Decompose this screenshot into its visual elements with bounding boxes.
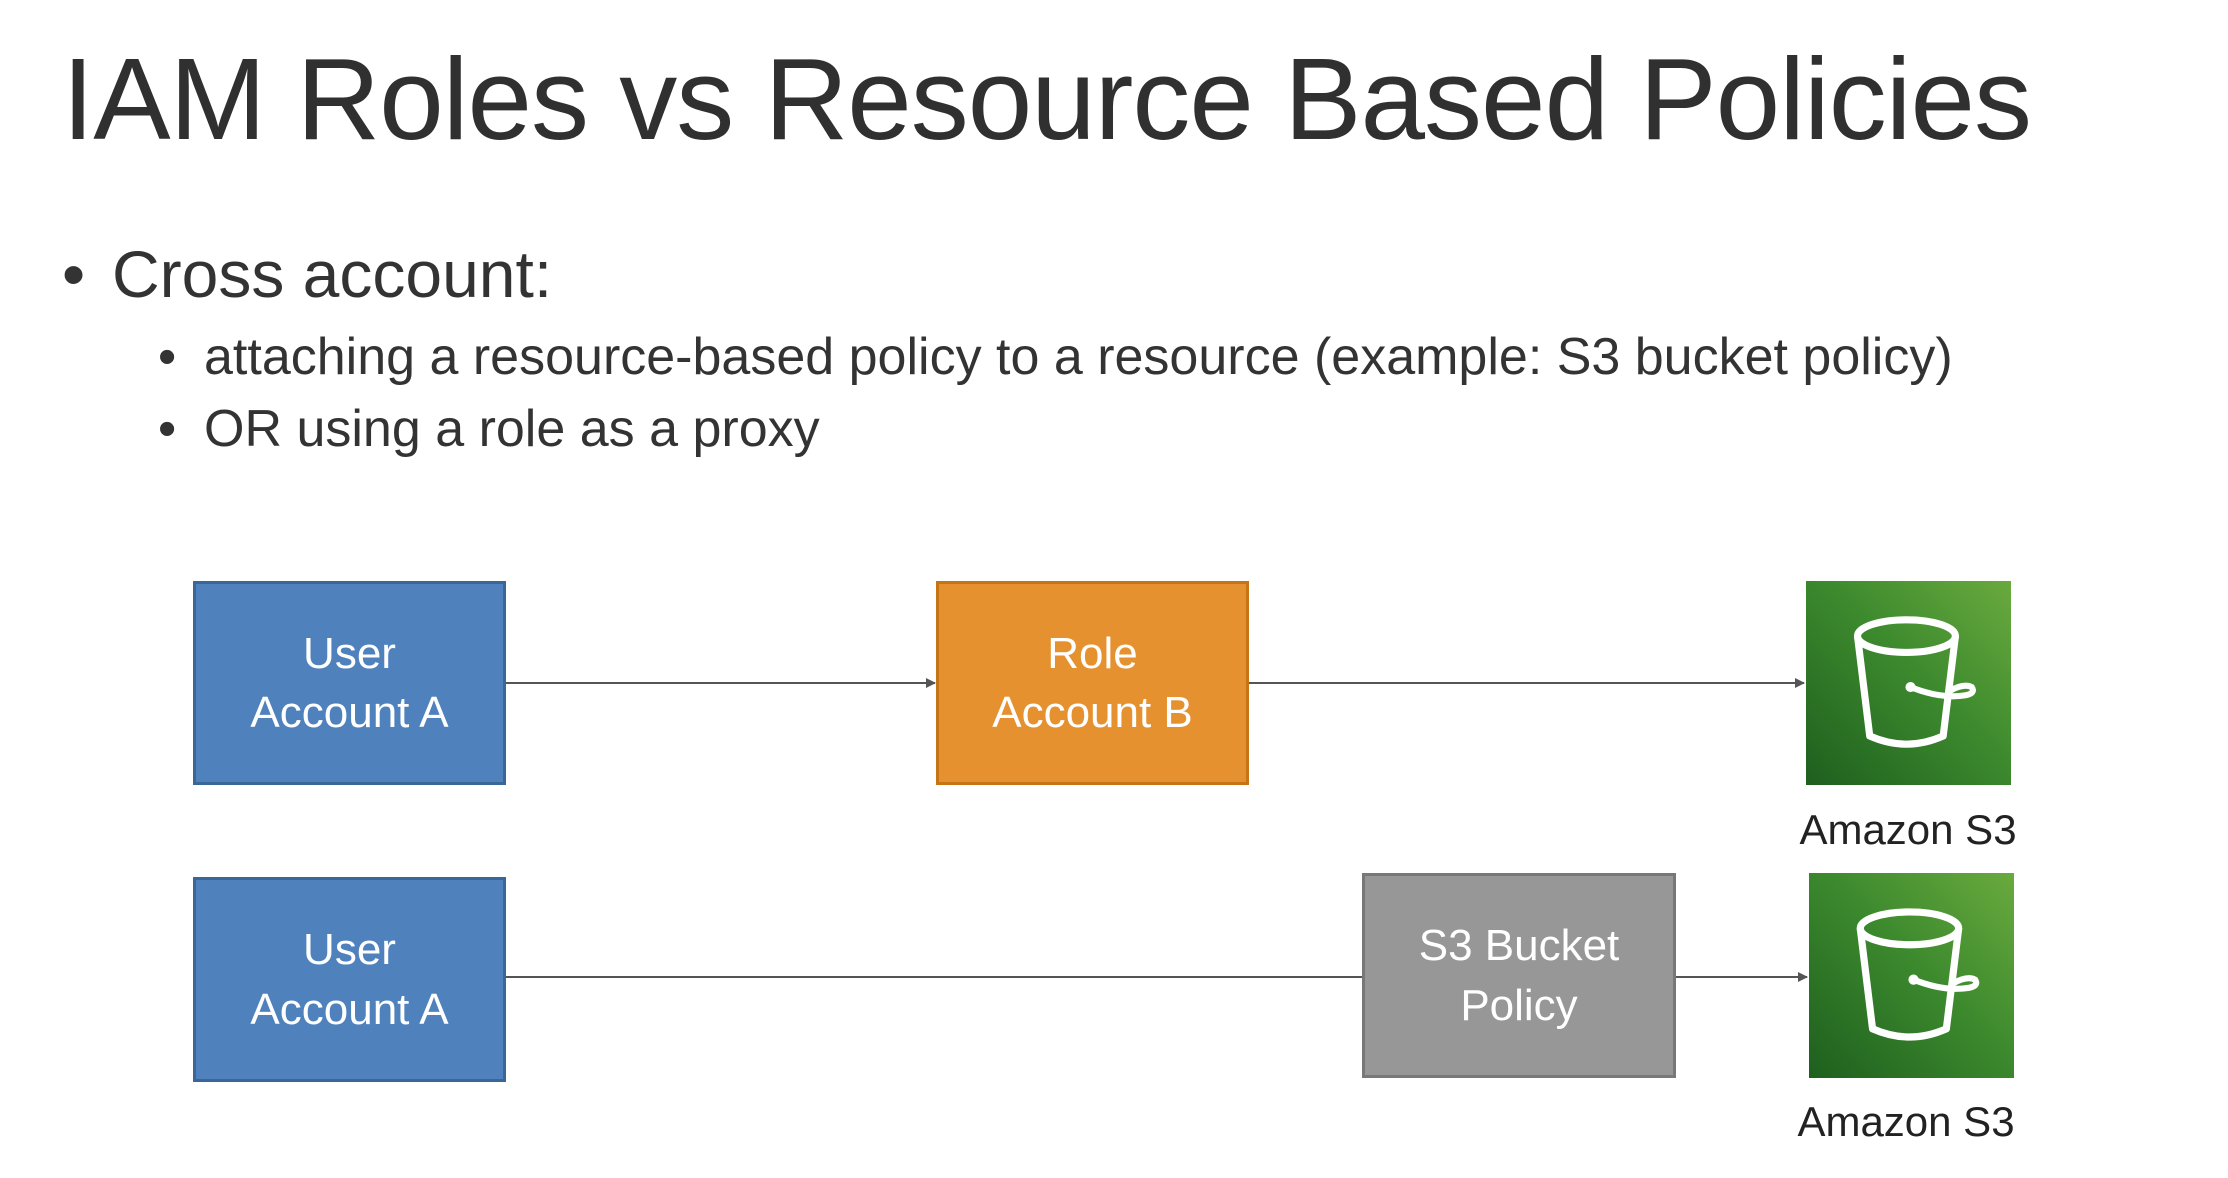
user-account-a-box-row1: User Account A	[193, 581, 506, 785]
s3-bucket-policy-box: S3 Bucket Policy	[1362, 873, 1676, 1078]
bullet-list: Cross account: attaching a resource-base…	[62, 235, 1953, 466]
role-account-b-box: Role Account B	[936, 581, 1249, 785]
role-account-b-line2: Account B	[992, 688, 1193, 737]
bullet-cross-account-text: Cross account:	[112, 237, 553, 311]
user-account-a-line1: User	[303, 925, 396, 975]
s3-bucket-icon	[1806, 581, 2011, 785]
sub-bullet-list: attaching a resource-based policy to a r…	[62, 322, 1953, 466]
sub-bullet-container: attaching a resource-based policy to a r…	[62, 322, 1953, 466]
amazon-s3-label-row2: Amazon S3	[1797, 1098, 2015, 1145]
bullet-cross-account: Cross account:	[62, 235, 1953, 314]
s3-bucket-icon	[1809, 873, 2014, 1078]
s3-bucket-policy-line1: S3 Bucket	[1418, 921, 1620, 971]
user-account-a-box-row2: User Account A	[193, 877, 506, 1082]
sub-bullet-resource-policy: attaching a resource-based policy to a r…	[62, 322, 1953, 394]
user-account-a-line2: Account A	[250, 688, 449, 737]
amazon-s3-label-row1: Amazon S3	[1799, 806, 2017, 853]
slide-title: IAM Roles vs Resource Based Policies	[62, 34, 2032, 164]
user-account-a-line1: User	[303, 628, 396, 678]
role-account-b-line1: Role	[1047, 628, 1138, 678]
bucket-glyph	[1853, 616, 1976, 748]
s3-bucket-policy-line2: Policy	[1460, 980, 1578, 1030]
bucket-glyph	[1856, 908, 1980, 1041]
user-account-a-line2: Account A	[250, 984, 449, 1034]
sub-bullet-role-proxy: OR using a role as a proxy	[62, 394, 1953, 466]
